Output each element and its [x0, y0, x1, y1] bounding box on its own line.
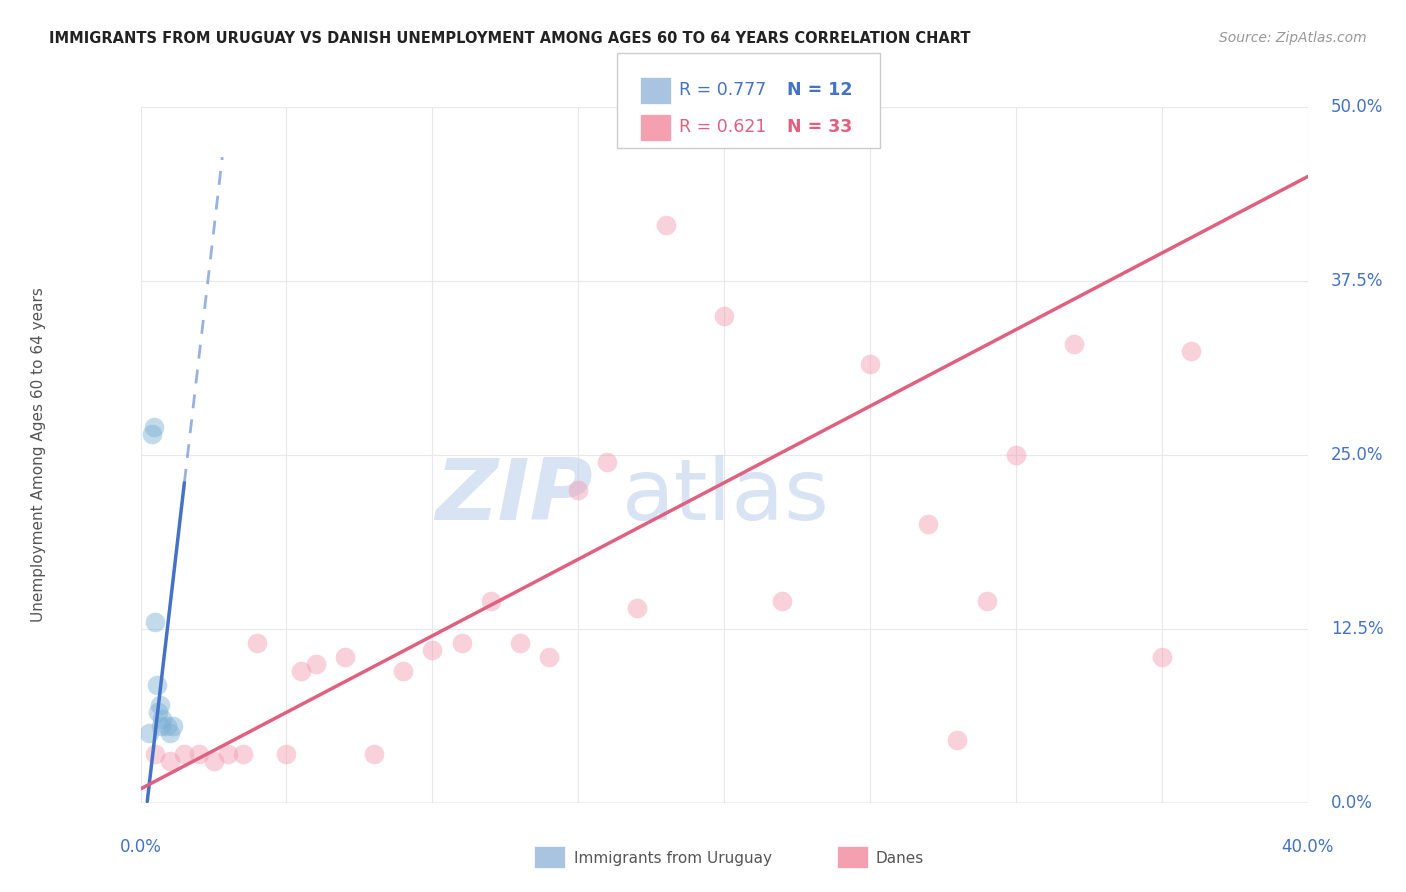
Point [217, 747, 239, 761]
Point [150, 719, 173, 733]
Point [450, 636, 472, 650]
Point [138, 726, 160, 740]
Point [392, 664, 415, 678]
Point [290, 664, 312, 678]
Text: N = 12: N = 12 [787, 81, 853, 99]
Text: Source: ZipAtlas.com: Source: ZipAtlas.com [1219, 31, 1367, 45]
Text: 25.0%: 25.0% [1331, 446, 1384, 464]
Point [148, 698, 170, 713]
Point [202, 754, 225, 768]
Point [143, 615, 166, 629]
Point [162, 719, 184, 733]
Point [655, 219, 678, 233]
Text: atlas: atlas [621, 455, 830, 538]
Point [159, 754, 181, 768]
Text: ZIP: ZIP [436, 455, 593, 538]
Point [141, 427, 163, 442]
Point [567, 483, 589, 497]
Point [142, 420, 165, 434]
Point [146, 706, 169, 720]
Point [1004, 448, 1026, 462]
Point [188, 747, 211, 761]
Point [976, 594, 998, 608]
Point [422, 642, 444, 657]
Point [333, 649, 356, 664]
Point [772, 594, 794, 608]
Text: IMMIGRANTS FROM URUGUAY VS DANISH UNEMPLOYMENT AMONG AGES 60 TO 64 YEARS CORRELA: IMMIGRANTS FROM URUGUAY VS DANISH UNEMPL… [49, 31, 970, 46]
Point [1063, 336, 1085, 351]
Point [537, 649, 560, 664]
Point [479, 594, 502, 608]
Point [145, 677, 167, 691]
Text: 37.5%: 37.5% [1331, 272, 1384, 290]
Text: R = 0.777: R = 0.777 [679, 81, 766, 99]
Point [363, 747, 385, 761]
Point [276, 747, 298, 761]
Text: Danes: Danes [876, 851, 924, 865]
Point [509, 636, 531, 650]
Point [917, 517, 939, 532]
Point [143, 747, 166, 761]
Text: 0.0%: 0.0% [1331, 794, 1372, 812]
Point [305, 657, 328, 671]
Point [156, 719, 179, 733]
Point [246, 636, 269, 650]
Text: R = 0.621: R = 0.621 [679, 119, 766, 136]
Text: 40.0%: 40.0% [1281, 838, 1334, 855]
Point [1180, 343, 1202, 358]
Point [713, 309, 735, 323]
Text: N = 33: N = 33 [787, 119, 852, 136]
Text: 0.0%: 0.0% [120, 838, 162, 855]
Text: Unemployment Among Ages 60 to 64 years: Unemployment Among Ages 60 to 64 years [31, 287, 46, 623]
Text: Immigrants from Uruguay: Immigrants from Uruguay [574, 851, 772, 865]
Point [152, 712, 174, 726]
Point [1150, 649, 1173, 664]
Point [232, 747, 254, 761]
Point [946, 733, 969, 747]
Point [159, 726, 181, 740]
Point [173, 747, 195, 761]
Point [859, 358, 882, 372]
Text: 12.5%: 12.5% [1331, 620, 1384, 638]
Text: 50.0%: 50.0% [1331, 98, 1384, 116]
Point [626, 601, 648, 615]
Point [596, 455, 619, 469]
